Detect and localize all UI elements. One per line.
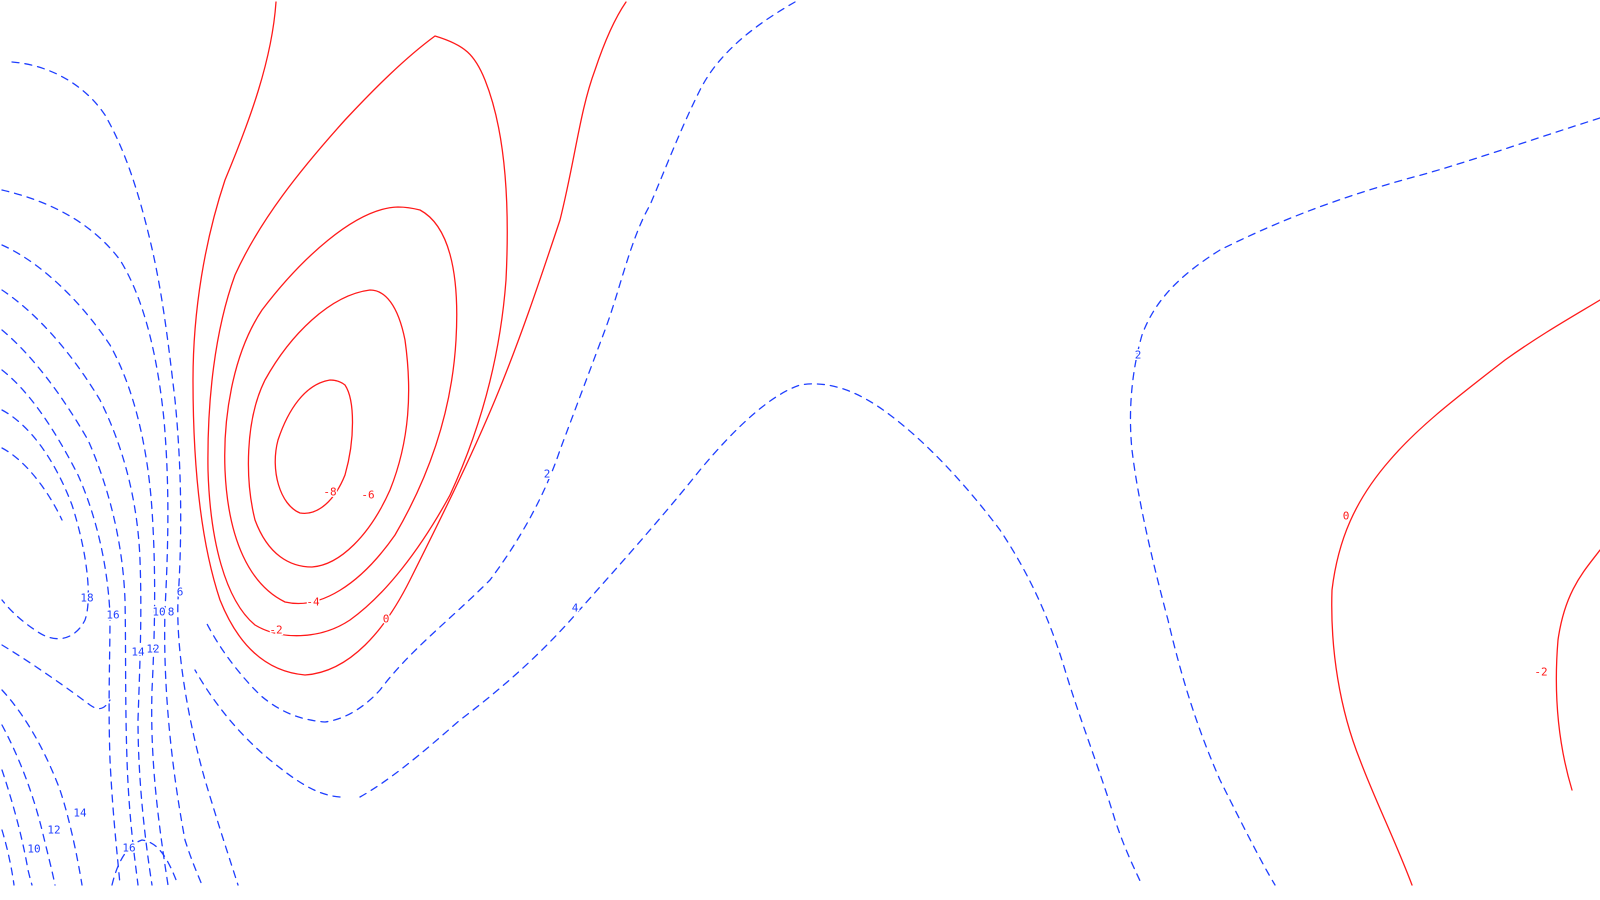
contour-line-plus2-right xyxy=(1129,117,1600,886)
contour-label-plus2: 2 xyxy=(544,468,551,481)
contour-line-plus12-lower xyxy=(1,724,56,886)
contour-label-zero: 0 xyxy=(383,613,390,626)
contour-label-plus6: 6 xyxy=(177,586,184,599)
negative-contours xyxy=(192,1,1600,886)
contour-labels: -8 -6 -4 -2 0 0 -2 2 2 4 6 8 10 12 14 16… xyxy=(26,347,1549,857)
contour-label-plus8: 8 xyxy=(168,606,175,619)
contour-label-minus8: -8 xyxy=(323,486,336,499)
contour-label-plus14-lower: 14 xyxy=(73,807,87,820)
contour-label-plus12: 12 xyxy=(146,643,159,656)
contour-line-plus6 xyxy=(11,61,239,886)
contour-line-plus16-lower xyxy=(1,644,111,710)
contour-line-plus16-bottom xyxy=(111,839,179,886)
contour-line-zero xyxy=(192,1,627,676)
contour-label-plus2-right: 2 xyxy=(1135,349,1142,362)
contour-line-plus18-a xyxy=(1,409,89,640)
contour-label-minus2-right: -2 xyxy=(1534,666,1547,679)
contour-line-plus2 xyxy=(204,1,796,723)
contour-label-plus10-lower: 10 xyxy=(27,843,40,856)
contour-label-minus6: -6 xyxy=(361,489,374,502)
contour-label-plus14: 14 xyxy=(131,646,145,659)
contour-line-plus14-lower xyxy=(1,689,83,886)
contour-line-plus10-bottom xyxy=(1,829,15,886)
contour-line-plus12 xyxy=(1,289,153,886)
contour-line-minus6 xyxy=(247,289,410,568)
contour-label-minus4: -4 xyxy=(306,596,320,609)
contour-label-plus4: 4 xyxy=(572,602,579,615)
contour-line-minus2-right xyxy=(1555,549,1600,791)
contour-line-zero-right xyxy=(1331,299,1600,886)
contour-line-plus14 xyxy=(1,329,139,886)
contour-line-plus10 xyxy=(1,244,169,886)
contour-line-plus18-b xyxy=(1,447,63,521)
contour-line-minus4 xyxy=(224,206,458,605)
contour-label-plus16: 16 xyxy=(106,609,119,622)
contour-label-plus18: 18 xyxy=(80,592,93,605)
contour-label-plus12-lower: 12 xyxy=(47,824,60,837)
contour-label-zero-right: 0 xyxy=(1343,510,1350,523)
contour-line-minus2 xyxy=(207,35,508,637)
contour-label-plus16-lower: 16 xyxy=(122,842,135,855)
contour-line-minus8 xyxy=(274,379,354,514)
contour-label-minus2: -2 xyxy=(269,624,282,637)
contour-line-plus4 xyxy=(359,383,1143,886)
contour-line-plus8 xyxy=(1,189,203,886)
contour-line-plus10-lower xyxy=(1,769,33,886)
contour-line-plus4-left xyxy=(194,669,341,798)
contour-line-plus16 xyxy=(1,369,121,886)
contour-label-plus10: 10 xyxy=(152,606,165,619)
